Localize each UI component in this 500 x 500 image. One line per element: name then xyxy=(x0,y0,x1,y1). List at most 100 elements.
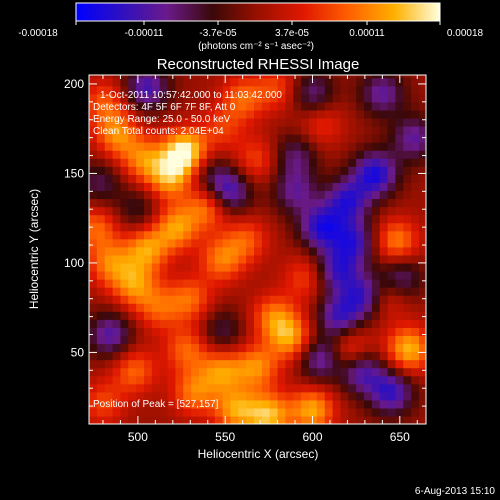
x-tick-label: 650 xyxy=(390,430,410,444)
heatmap-cell xyxy=(167,101,177,111)
heatmap-cell xyxy=(348,109,357,119)
heatmap-cell xyxy=(167,206,177,216)
heatmap-cell xyxy=(309,75,318,79)
heatmap-cell xyxy=(222,246,232,256)
heatmap-cell xyxy=(285,238,294,248)
heatmap-cell xyxy=(199,230,208,240)
heatmap-cell xyxy=(214,166,224,175)
heatmap-cell xyxy=(230,375,239,385)
heatmap-cell xyxy=(222,182,232,192)
heatmap-cell xyxy=(285,270,294,280)
x-tick-label: 600 xyxy=(302,430,322,444)
heatmap-cell xyxy=(293,109,302,119)
heatmap-cell xyxy=(364,415,373,424)
heatmap-cell xyxy=(112,126,122,135)
heatmap-cell xyxy=(371,359,381,369)
heatmap-cell xyxy=(191,295,200,304)
heatmap-cell xyxy=(128,295,137,304)
heatmap-cell xyxy=(285,335,294,345)
heatmap-cell xyxy=(348,303,357,312)
heatmap-cell xyxy=(254,93,263,103)
heatmap-cell xyxy=(214,174,224,183)
heatmap-cell xyxy=(324,383,334,393)
heatmap-cell xyxy=(238,399,247,409)
heatmap-cell xyxy=(277,319,287,328)
heatmap-cell xyxy=(395,279,404,288)
heatmap-cell xyxy=(159,206,169,216)
heatmap-cell xyxy=(356,85,365,95)
heatmap-cell xyxy=(120,343,129,353)
heatmap-cell xyxy=(285,75,294,79)
heatmap-cell xyxy=(246,126,255,135)
heatmap-cell xyxy=(403,367,412,377)
heatmap-cell xyxy=(403,158,412,167)
heatmap-cell xyxy=(136,359,145,369)
heatmap-cell xyxy=(104,407,114,417)
heatmap-cell xyxy=(285,279,294,288)
heatmap-cell xyxy=(175,174,184,183)
heatmap-cell xyxy=(277,101,287,111)
heatmap-cell xyxy=(356,134,365,143)
heatmap-cell xyxy=(167,190,177,200)
heatmap-cell xyxy=(222,134,232,143)
heatmap-cell xyxy=(191,383,200,393)
heatmap-cell xyxy=(222,262,232,272)
heatmap-cell xyxy=(167,327,177,336)
heatmap-cell xyxy=(246,222,255,232)
heatmap-cell xyxy=(128,343,137,353)
heatmap-cell xyxy=(356,327,365,336)
heatmap-cell xyxy=(324,117,334,127)
heatmap-cell xyxy=(356,351,365,361)
heatmap-cell xyxy=(206,238,216,248)
heatmap-cell xyxy=(214,327,224,336)
heatmap-cell xyxy=(261,77,271,87)
heatmap-cell xyxy=(136,383,145,393)
heatmap-cell xyxy=(136,85,145,95)
heatmap-cell xyxy=(151,158,161,167)
heatmap-cell xyxy=(293,399,302,409)
heatmap-cell xyxy=(254,142,263,151)
heatmap-cell xyxy=(151,399,161,409)
heatmap-cell xyxy=(199,287,208,296)
heatmap-cell xyxy=(340,75,349,79)
heatmap-cell xyxy=(419,303,426,312)
heatmap-cell xyxy=(151,101,161,111)
heatmap-cell xyxy=(199,295,208,304)
heatmap-cell xyxy=(206,126,216,135)
heatmap-cell xyxy=(316,166,326,175)
heatmap-cell xyxy=(340,246,349,256)
heatmap-cell xyxy=(316,75,326,79)
heatmap-cell xyxy=(411,101,420,111)
heatmap-cell xyxy=(191,75,200,79)
heatmap-cell xyxy=(238,254,247,264)
heatmap-cell xyxy=(364,383,373,393)
heatmap-cell xyxy=(104,75,114,79)
heatmap-cell xyxy=(348,375,357,385)
heatmap-cell xyxy=(324,359,334,369)
heatmap-cell xyxy=(332,295,342,304)
heatmap-cell xyxy=(206,343,216,353)
heatmap-cell xyxy=(411,85,420,95)
heatmap-cell xyxy=(340,287,349,296)
heatmap-cell xyxy=(348,230,357,240)
heatmap-cell xyxy=(371,367,381,377)
heatmap-cell xyxy=(254,319,263,328)
heatmap-cell xyxy=(403,407,412,417)
heatmap-cell xyxy=(104,77,114,87)
heatmap-cell xyxy=(316,295,326,304)
heatmap-cell xyxy=(324,109,334,119)
heatmap-cell xyxy=(175,327,184,336)
heatmap-cell xyxy=(277,391,287,401)
heatmap-cell xyxy=(348,174,357,183)
heatmap-cell xyxy=(379,238,389,248)
heatmap-cell xyxy=(261,287,271,296)
heatmap-cell xyxy=(411,230,420,240)
heatmap-cell xyxy=(411,343,420,353)
heatmap-cell xyxy=(167,198,177,208)
heatmap-cell xyxy=(206,327,216,336)
heatmap-cell xyxy=(285,287,294,296)
heatmap-cell xyxy=(332,279,342,288)
heatmap-cell xyxy=(104,279,114,288)
heatmap-cell xyxy=(348,126,357,135)
heatmap-cell xyxy=(301,85,310,95)
